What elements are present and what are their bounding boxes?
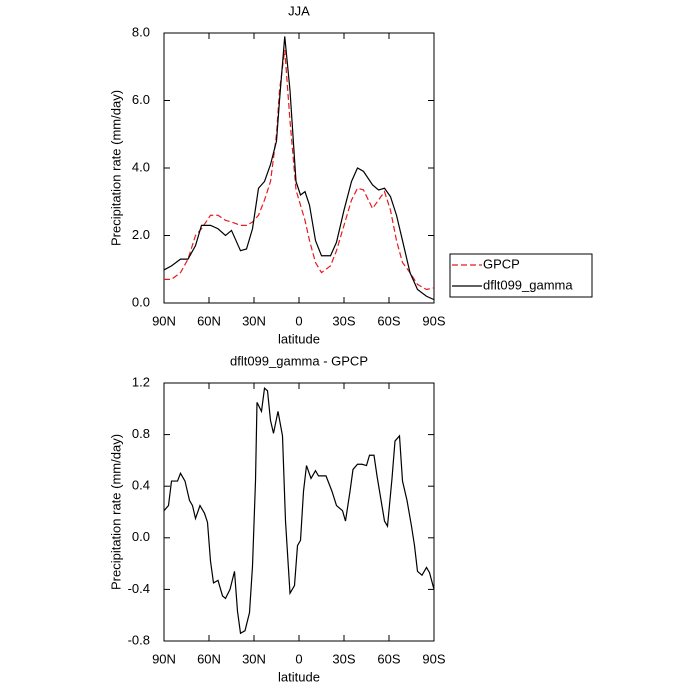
x-axis-label: latitude <box>278 331 320 346</box>
chart-title: JJA <box>288 3 310 18</box>
x-tick-label: 0 <box>295 313 302 328</box>
x-tick-label: 90N <box>152 313 176 328</box>
x-tick-label: 90S <box>422 313 445 328</box>
x-tick-label: 30S <box>332 651 355 666</box>
y-axis-label: Precipitation rate (mm/day) <box>108 434 123 590</box>
y-tick-label: 2.0 <box>132 227 150 242</box>
legend-box <box>449 253 593 298</box>
y-tick-label: 6.0 <box>132 92 150 107</box>
x-axis-label: latitude <box>278 669 320 684</box>
y-tick-label: 8.0 <box>132 24 150 39</box>
legend-label: GPCP <box>483 256 520 271</box>
x-tick-label: 60S <box>377 651 400 666</box>
x-tick-label: 0 <box>295 651 302 666</box>
legend-label: dflt099_gamma <box>483 277 573 292</box>
y-tick-label: 1.2 <box>132 374 150 389</box>
x-tick-label: 60N <box>197 313 221 328</box>
plot-frame <box>163 382 435 642</box>
x-tick-label: 30N <box>242 651 266 666</box>
x-tick-label: 60S <box>377 313 400 328</box>
x-tick-label: 90S <box>422 651 445 666</box>
y-tick-label: 0.0 <box>132 529 150 544</box>
y-tick-label: 4.0 <box>132 159 150 174</box>
y-tick-label: -0.4 <box>128 581 150 596</box>
plot-frame <box>163 32 435 304</box>
y-axis-label: Precipitation rate (mm/day) <box>108 90 123 246</box>
x-tick-label: 60N <box>197 651 221 666</box>
x-tick-label: 30N <box>242 313 266 328</box>
y-tick-label: 0.4 <box>132 478 150 493</box>
x-tick-label: 30S <box>332 313 355 328</box>
chart-title: dflt099_gamma - GPCP <box>230 353 368 368</box>
data-line <box>163 386 435 635</box>
y-tick-label: 0.0 <box>132 294 150 309</box>
data-line <box>164 49 435 291</box>
y-tick-label: 0.8 <box>132 426 150 441</box>
y-tick-label: -0.8 <box>128 632 150 647</box>
data-line <box>163 36 435 301</box>
x-tick-label: 90N <box>152 651 176 666</box>
